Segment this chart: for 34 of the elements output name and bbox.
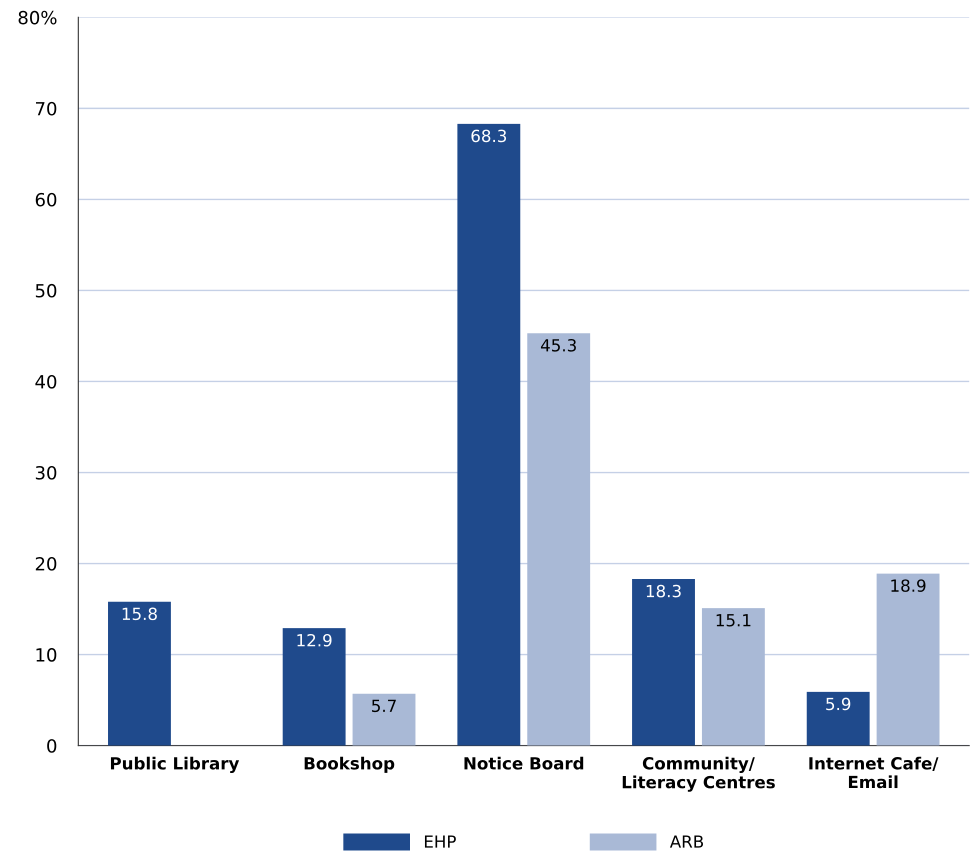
bar	[876, 574, 940, 746]
data-label: 15.1	[716, 614, 750, 627]
y-tick-label: 30	[36, 466, 56, 480]
y-tick-label: 20	[36, 557, 56, 571]
y-tick-label: 0	[47, 739, 56, 753]
y-tick-label: 40	[35, 374, 56, 389]
x-tick-label: Notice Board	[464, 756, 584, 770]
data-label: 5.7	[372, 700, 396, 712]
x-tick-label: Bookshop	[304, 756, 394, 773]
data-label: 18.3	[646, 584, 681, 598]
bar	[632, 579, 695, 746]
y-tick-label: 10	[36, 648, 56, 662]
bar	[282, 628, 346, 746]
bar	[806, 692, 870, 746]
x-tick-label: Community/ Literacy Centres	[622, 756, 775, 792]
bar	[457, 124, 520, 746]
data-label: 18.9	[891, 579, 926, 592]
y-tick-label: 50	[36, 284, 56, 298]
data-label: 12.9	[297, 634, 332, 647]
x-tick-label: Internet Cafe/ Email	[809, 756, 938, 788]
y-tick-label: 70	[36, 102, 56, 116]
legend-label: ARB	[670, 835, 704, 848]
y-tick-label: 80%	[18, 10, 56, 24]
data-label: 5.9	[826, 698, 850, 710]
legend-label: EHP	[424, 835, 456, 848]
bar	[352, 694, 416, 746]
data-label: 68.3	[471, 130, 506, 142]
bar	[702, 608, 765, 746]
bar	[527, 333, 590, 746]
x-tick-label: Public Library	[110, 756, 240, 773]
data-label: 45.3	[540, 338, 576, 352]
data-label: 15.8	[122, 608, 157, 620]
bar	[108, 602, 171, 746]
y-tick-label: 60	[36, 192, 56, 207]
